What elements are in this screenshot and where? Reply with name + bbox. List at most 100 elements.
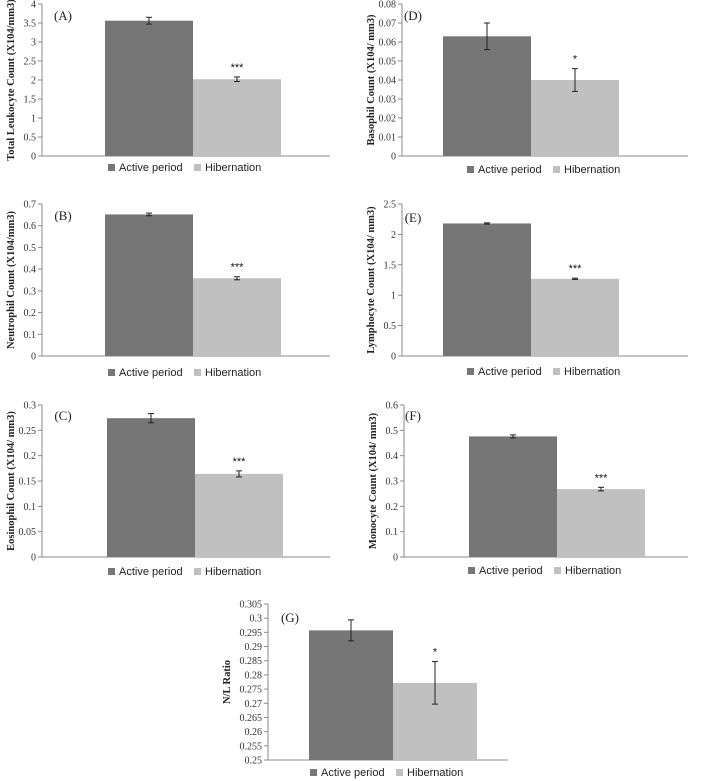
y-tick-label: 0.07 [379, 19, 397, 30]
y-tick-label: 0 [31, 352, 36, 363]
y-axis-title: N/L Ratio [222, 660, 233, 704]
chart-panel-b: 0 0.1 0.2 0.3 0.4 0.5 0.6 0.7 *** (B) Neutrophil C… [6, 200, 330, 379]
legend-swatch-hibernation [553, 166, 560, 173]
panel-label: (G) [281, 610, 299, 625]
y-tick-label: 0.03 [379, 95, 397, 106]
significance-marker: *** [233, 456, 247, 468]
y-tick-label: 2.5 [24, 57, 37, 68]
y-axis-title: Monocyte Count (X104/ mm3) [368, 412, 379, 549]
legend-swatch-hibernation [554, 567, 561, 574]
y-tick-label: 0.04 [379, 76, 397, 87]
panel-label: (D) [404, 8, 422, 23]
y-tick-label: 0.2 [24, 451, 37, 462]
legend-label-hibernation: Hibernation [564, 164, 620, 176]
chart-panel-e: 0 0.5 1 1.5 2 2.5 *** (E) Lymphocyte Count (X104… [366, 200, 688, 378]
significance-marker: *** [231, 62, 245, 74]
y-tick-label: 0.6 [24, 221, 37, 232]
y-tick-label: 0.2 [24, 308, 37, 319]
y-tick-label: 0.15 [19, 477, 37, 488]
y-tick-label: 0.285 [240, 656, 263, 667]
legend-label-hibernation: Hibernation [407, 767, 463, 779]
bar-hibernation [193, 79, 281, 156]
chart-panel-f: 0 0.1 0.2 0.3 0.4 0.5 0.6 *** (F) Monocyte Count … [368, 401, 688, 577]
chart-panel-a: 0 0.5 1 1.5 2 2.5 3 3.5 4 *** (A) Total Leukocyte C… [6, 0, 330, 174]
panel-label: (F) [405, 408, 421, 423]
legend-swatch-hibernation [553, 368, 560, 375]
y-tick-label: 0.25 [245, 756, 263, 767]
panel-label: (B) [54, 208, 71, 223]
legend-label-active: Active period [119, 367, 183, 379]
bar-hibernation [531, 278, 619, 356]
legend-label-active: Active period [478, 366, 542, 378]
significance-marker: * [433, 647, 438, 659]
y-tick-label: 0.5 [24, 243, 37, 254]
legend-swatch-active [108, 164, 115, 171]
y-tick-label: 0.2 [386, 502, 399, 513]
legend-label-active: Active period [119, 566, 183, 578]
y-tick-label: 0 [31, 553, 36, 564]
y-tick-label: 0.5 [386, 426, 399, 437]
bar-hibernation [195, 473, 283, 557]
bar-hibernation [557, 489, 645, 557]
panel-label: (C) [54, 408, 71, 423]
y-tick-label: 0 [31, 152, 36, 163]
y-tick-label: 0.08 [379, 0, 397, 11]
y-tick-label: 2 [31, 76, 36, 87]
y-tick-label: 0.4 [386, 451, 399, 462]
legend-swatch-active [108, 568, 115, 575]
y-tick-label: 0.05 [379, 57, 397, 68]
y-tick-label: 0 [391, 152, 396, 163]
y-axis-title: Eosinophil Count (X104/ mm3) [6, 411, 17, 551]
y-tick-label: 0.305 [240, 600, 263, 611]
panel-label: (E) [405, 210, 422, 225]
y-tick-label: 0.4 [24, 265, 37, 276]
significance-marker: *** [231, 262, 245, 274]
y-tick-label: 0.3 [386, 477, 399, 488]
y-tick-label: 0 [393, 553, 398, 564]
y-axis-title: Lymphocyte Count (X104/ mm3) [366, 206, 377, 354]
y-tick-label: 0.01 [379, 133, 397, 144]
y-tick-label: 0.3 [24, 401, 37, 412]
y-tick-label: 0.25 [19, 426, 37, 437]
y-tick-label: 0.1 [386, 527, 399, 538]
chart-panel-c: 0 0.05 0.1 0.15 0.2 0.25 0.3 *** (C) Eosinophil C… [6, 401, 330, 578]
y-tick-label: 0.28 [245, 670, 263, 681]
bar-active-period [469, 436, 557, 557]
y-tick-label: 0.5 [24, 133, 37, 144]
y-tick-label: 1.5 [384, 260, 397, 271]
legend-swatch-hibernation [194, 568, 201, 575]
panel-label: (A) [54, 8, 72, 23]
legend-label-hibernation: Hibernation [205, 162, 261, 174]
y-tick-label: 0.255 [240, 741, 263, 752]
significance-marker: *** [595, 472, 609, 484]
y-tick-label: 0.02 [379, 114, 397, 125]
bar-active-period [105, 20, 193, 156]
y-tick-label: 0.1 [24, 330, 37, 341]
y-tick-label: 0.3 [250, 614, 263, 625]
bar-hibernation [193, 278, 281, 356]
y-tick-label: 1 [391, 291, 396, 302]
y-tick-label: 1 [31, 114, 36, 125]
legend-label-hibernation: Hibernation [565, 565, 621, 577]
legend-swatch-hibernation [194, 369, 201, 376]
y-tick-label: 0.27 [245, 699, 263, 710]
legend-label-active: Active period [119, 162, 183, 174]
y-axis-title: Neutrophil Count (X104/mm3) [6, 210, 17, 349]
chart-panel-d: 0 0.01 0.02 0.03 0.04 0.05 0.06 0.07 0.08 * (D) Bas… [366, 0, 688, 176]
legend-swatch-active [310, 769, 317, 776]
legend-swatch-active [467, 368, 474, 375]
bar-active-period [443, 223, 531, 356]
y-tick-label: 0.6 [386, 401, 399, 412]
y-tick-label: 3 [31, 38, 36, 49]
y-tick-label: 0.05 [19, 527, 37, 538]
y-tick-label: 1.5 [24, 95, 37, 106]
bar-hibernation [531, 80, 619, 156]
legend-swatch-active [467, 166, 474, 173]
significance-marker: *** [569, 263, 583, 275]
chart-panel-g: 0.25 0.255 0.26 0.265 0.27 0.275 0.28 0.285 0.29… [222, 600, 508, 779]
y-tick-label: 0.3 [24, 286, 37, 297]
legend-label-hibernation: Hibernation [205, 367, 261, 379]
bar-active-period [443, 36, 531, 156]
bar-active-period [309, 630, 393, 760]
